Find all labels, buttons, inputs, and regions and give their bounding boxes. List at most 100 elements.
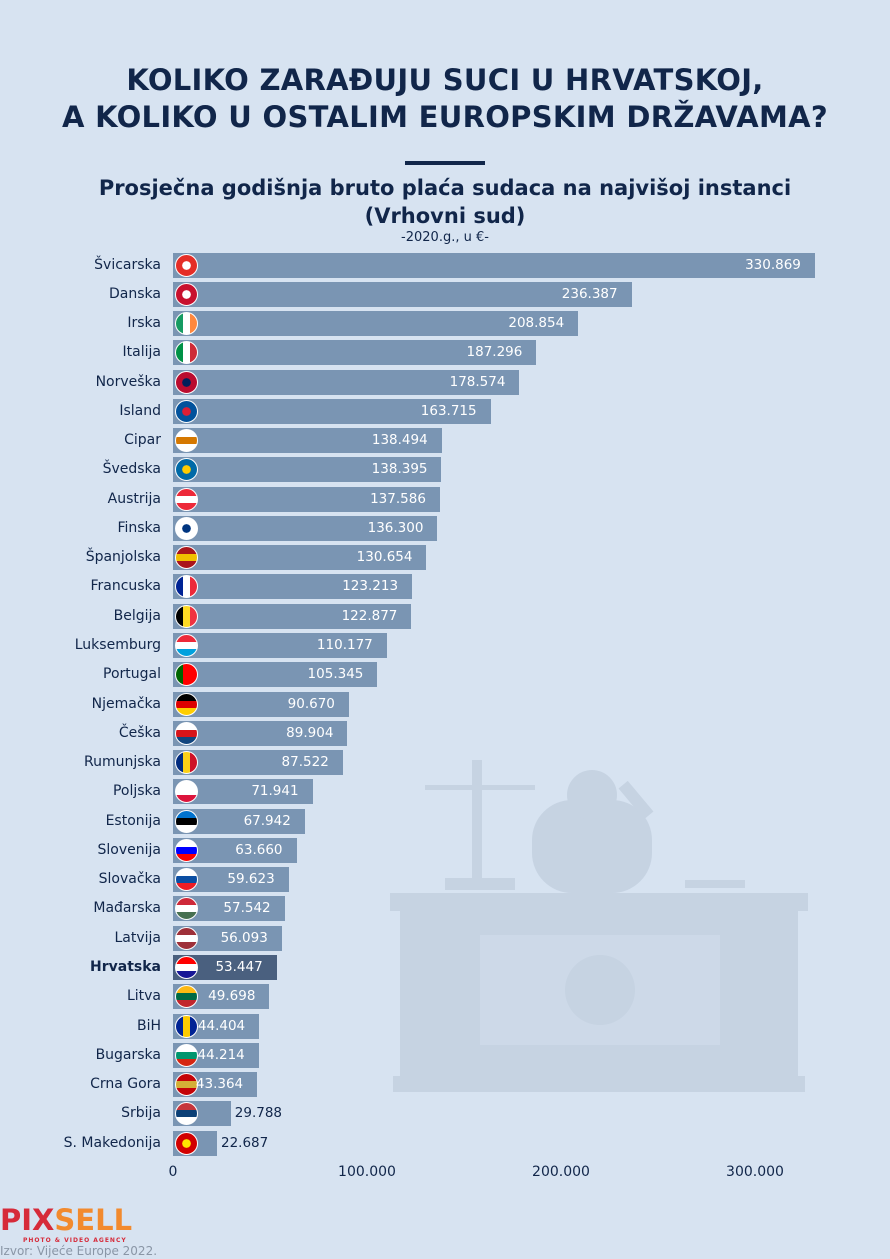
country-label: Španjolska: [85, 549, 161, 566]
pixsell-logo: PIXSELL: [0, 1203, 133, 1237]
value-label: 136.300: [367, 519, 424, 536]
value-label: 105.345: [307, 666, 364, 683]
flag-icon: [175, 692, 198, 716]
value-label: 122.877: [341, 607, 398, 624]
bar: [173, 603, 412, 629]
country-label: Luksemburg: [74, 637, 161, 653]
country-label: Srbija: [121, 1105, 161, 1122]
value-label: 330.869: [745, 256, 801, 273]
value-label: 90.670: [287, 695, 335, 712]
source-note: Izvor: Vijeće Europe 2022.: [0, 1244, 158, 1258]
bar: [173, 720, 348, 746]
bar: [173, 369, 520, 395]
flag-icon: [175, 868, 198, 892]
value-label: 44.214: [197, 1046, 245, 1063]
country-label: Finska: [117, 519, 161, 536]
flag-icon: [175, 429, 198, 453]
flag-icon: [175, 312, 198, 336]
bar: [173, 340, 537, 366]
value-label: 49.698: [208, 988, 256, 1005]
value-label: 187.296: [466, 344, 523, 361]
flag-icon: [175, 487, 198, 511]
bar: [173, 311, 579, 337]
chart-subtitle: -2020.g., u €-: [401, 230, 489, 245]
title-line-2: A KOLIKO U OSTALIM EUROPSKIM DRŽAVAMA?: [62, 100, 828, 134]
value-label: 110.177: [316, 637, 373, 653]
country-label: Hrvatska: [90, 958, 161, 975]
flag-icon: [175, 1014, 198, 1038]
flag-icon: [175, 663, 198, 687]
country-label: Norveška: [95, 373, 161, 390]
flag-icon: [175, 926, 198, 950]
value-label: 43.364: [195, 1076, 244, 1093]
chart-title-line-2: (Vrhovni sud): [364, 204, 526, 228]
flag-icon: [175, 897, 198, 921]
country-label: S. Makedonija: [63, 1134, 161, 1151]
country-label: Bugarska: [95, 1046, 161, 1063]
bar: [173, 633, 387, 658]
flag-icon: [175, 546, 198, 570]
country-label: Njemačka: [91, 695, 161, 712]
value-label: 89.904: [286, 724, 334, 741]
bar: [173, 691, 349, 717]
flag-icon: [175, 985, 198, 1009]
bar: [173, 515, 438, 541]
flag-icon: [175, 1043, 198, 1067]
country-label: Rumunjska: [84, 754, 161, 771]
country-label: Mađarska: [93, 900, 161, 917]
value-label: 137.586: [370, 490, 426, 507]
value-label: 130.654: [356, 549, 413, 566]
flag-icon: [175, 282, 198, 306]
country-label: Estonija: [105, 812, 161, 829]
flag-icon: [175, 604, 198, 628]
value-label: 123.213: [342, 578, 399, 595]
value-label: 59.623: [227, 871, 275, 888]
flag-icon: [175, 253, 198, 277]
bar: [173, 428, 442, 454]
value-label: 44.404: [197, 1017, 246, 1034]
value-label: 163.715: [420, 402, 477, 419]
value-label: 71.941: [251, 783, 299, 800]
country-label: Cipar: [124, 432, 161, 449]
logo-tagline: PHOTO & VIDEO AGENCY: [23, 1237, 127, 1244]
country-label: Poljska: [112, 783, 161, 800]
country-label: Belgija: [113, 607, 161, 624]
bar: [173, 662, 378, 688]
country-label: Italija: [122, 344, 161, 361]
flag-icon: [175, 751, 198, 775]
chart-title-line-1: Prosječna godišnja bruto plaća sudaca na…: [98, 176, 792, 200]
value-label: 67.942: [243, 812, 291, 829]
flag-icon: [175, 341, 198, 365]
x-tick-label: 200.000: [532, 1164, 590, 1180]
x-tick-label: 100.000: [338, 1164, 396, 1180]
flag-icon: [175, 634, 198, 657]
flag-icon: [175, 838, 198, 862]
country-label: Švedska: [102, 461, 161, 478]
bar: [173, 457, 442, 483]
country-label: Slovenija: [97, 841, 161, 858]
country-label: Litva: [126, 988, 161, 1005]
value-label: 236.387: [561, 285, 618, 302]
x-tick-label: 0: [168, 1164, 178, 1180]
bar: [173, 398, 491, 424]
flag-icon: [175, 516, 198, 540]
flag-icon: [175, 399, 198, 423]
country-label: Slovačka: [98, 871, 161, 888]
country-label: Austrija: [107, 490, 161, 507]
flag-icon: [175, 370, 198, 394]
country-label: Island: [119, 402, 161, 419]
bar: [173, 545, 427, 571]
country-label: BiH: [136, 1017, 161, 1034]
flag-icon: [175, 1102, 198, 1126]
title-divider: [405, 161, 485, 165]
x-tick-label: 300.000: [726, 1164, 784, 1180]
bar: [173, 486, 440, 512]
title-line-1: KOLIKO ZARAĐUJU SUCI U HRVATSKOJ,: [126, 63, 764, 97]
country-label: Francuska: [90, 578, 161, 595]
judge-illustration: [390, 760, 808, 1092]
flag-icon: [175, 780, 198, 804]
bar: [173, 750, 343, 776]
value-label: 208.854: [508, 315, 565, 332]
